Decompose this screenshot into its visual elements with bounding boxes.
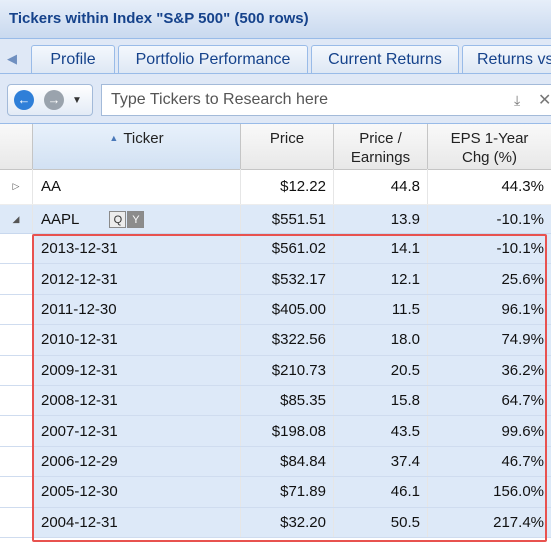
cell-eps: 96.1% [501, 300, 544, 318]
cell-eps: -10.1% [496, 210, 544, 228]
table-row-year[interactable]: 2008-12-31 $85.35 15.8 64.7% [0, 386, 551, 417]
tab-strip: ◀ Profile Portfolio Performance Current … [0, 39, 551, 74]
sort-ascending-icon: ▲ [109, 133, 119, 143]
cell-pe: 46.1 [334, 477, 428, 507]
expander-spacer [0, 355, 33, 385]
cell-date: 2007-12-31 [33, 416, 241, 446]
column-header-price-earnings[interactable]: Price / Earnings [334, 124, 428, 169]
expander-spacer [0, 234, 33, 264]
tab-profile[interactable]: Profile [31, 45, 115, 73]
arrow-down-icon[interactable]: ⤓ [514, 92, 521, 108]
cell-date: 2008-12-31 [33, 386, 241, 416]
tab-returns-vs[interactable]: Returns vs. [462, 45, 551, 73]
expander-spacer [0, 416, 33, 446]
table-row-year[interactable]: 2007-12-31 $198.08 43.5 99.6% [0, 416, 551, 447]
ticker-grid: ▲ Ticker Price Price / Earnings EPS 1-Yea… [0, 124, 551, 547]
table-row-year[interactable]: 2005-12-30 $71.89 46.1 156.0% [0, 477, 551, 508]
panel-title: Tickers within Index "S&P 500" (500 rows… [9, 10, 309, 27]
expander-spacer [0, 294, 33, 325]
panel-header: Tickers within Index "S&P 500" (500 rows… [0, 0, 551, 39]
table-row-aa[interactable]: ▷ AA $12.22 44.8 44.3% [0, 169, 551, 205]
cell-pe: 43.5 [334, 416, 428, 446]
expand-arrow-icon[interactable]: ▷ [0, 169, 33, 204]
cell-eps: 44.3% [501, 178, 544, 195]
yearly-button[interactable]: Y [127, 210, 145, 228]
period-toggle: Q Y [109, 210, 145, 228]
table-row-year[interactable]: 2013-12-31 $561.02 14.1 -10.1% [0, 234, 551, 265]
column-header-price[interactable]: Price [241, 124, 334, 169]
cell-date: 2011-12-30 [33, 294, 241, 325]
expander-spacer [0, 386, 33, 416]
nav-group: ← → ▼ [7, 84, 93, 116]
toolbar: ← → ▼ ⤓ ✕ [0, 74, 551, 124]
expander-column-header [0, 124, 33, 169]
expander-spacer [0, 477, 33, 507]
cell-pe: 12.1 [334, 264, 428, 294]
cell-price: $210.73 [241, 355, 334, 385]
cell-price: $12.22 [241, 169, 334, 204]
table-row-year[interactable]: 2009-12-31 $210.73 20.5 36.2% [0, 355, 551, 386]
cell-eps: 217.4% [493, 513, 544, 531]
cell-pe: 18.0 [334, 325, 428, 355]
column-header-eps-chg[interactable]: EPS 1-Year Chg (%) [450, 130, 529, 166]
forward-circle-icon[interactable]: → [44, 90, 64, 110]
cell-date: 2013-12-31 [33, 234, 241, 264]
cell-date: 2005-12-30 [33, 477, 241, 507]
back-circle-icon[interactable]: ← [14, 90, 34, 110]
cell-ticker: AA [33, 169, 241, 204]
tab-current-returns[interactable]: Current Returns [311, 45, 459, 73]
cell-eps: 74.9% [501, 331, 544, 349]
cell-pe: 13.9 [334, 205, 428, 233]
cell-eps: -10.1% [496, 240, 544, 258]
cell-eps: 64.7% [501, 392, 544, 410]
cell-pe: 50.5 [334, 507, 428, 537]
expander-spacer [0, 507, 33, 537]
table-row-year[interactable]: 2011-12-30 $405.00 11.5 96.1% [0, 294, 551, 326]
cell-price: $85.35 [241, 386, 334, 416]
cell-eps: 36.2% [501, 361, 544, 379]
ticker-search-input[interactable] [101, 84, 551, 116]
cell-price: $71.89 [241, 477, 334, 507]
cell-price: $32.20 [241, 507, 334, 537]
cell-eps: 25.6% [501, 270, 544, 288]
table-row-year[interactable]: 2006-12-29 $84.84 37.4 46.7% [0, 446, 551, 478]
expander-spacer [0, 446, 33, 477]
cell-pe: 20.5 [334, 355, 428, 385]
cell-price: $561.02 [241, 234, 334, 264]
cell-price: $405.00 [241, 294, 334, 325]
table-row-year[interactable]: 2012-12-31 $532.17 12.1 25.6% [0, 264, 551, 295]
cell-price: $551.51 [241, 205, 334, 233]
expander-spacer [0, 264, 33, 294]
expander-spacer [0, 325, 33, 355]
tab-portfolio-performance[interactable]: Portfolio Performance [118, 45, 308, 73]
collapse-arrow-icon[interactable]: ◢ [0, 205, 33, 233]
cell-price: $84.84 [241, 446, 334, 477]
cell-eps: 156.0% [493, 483, 544, 501]
cell-price: $198.08 [241, 416, 334, 446]
cell-pe: 11.5 [334, 294, 428, 325]
grid-header: ▲ Ticker Price Price / Earnings EPS 1-Yea… [0, 124, 551, 170]
cell-pe: 37.4 [334, 446, 428, 477]
cell-date: 2004-12-31 [33, 507, 241, 537]
table-row-aapl[interactable]: ◢ AAPL Q Y $551.51 13.9 -10.1% [0, 205, 551, 234]
column-header-ticker[interactable]: ▲ Ticker [33, 124, 241, 169]
cell-pe: 15.8 [334, 386, 428, 416]
close-icon[interactable]: ✕ [538, 92, 551, 109]
cell-eps: 99.6% [501, 422, 544, 440]
cell-pe: 14.1 [334, 234, 428, 264]
cell-price: $532.17 [241, 264, 334, 294]
cell-ticker: AAPL Q Y [33, 205, 241, 233]
cell-date: 2009-12-31 [33, 355, 241, 385]
table-row-year[interactable]: 2004-12-31 $32.20 50.5 217.4% [0, 507, 551, 538]
cell-date: 2006-12-29 [33, 446, 241, 477]
quarterly-button[interactable]: Q [109, 210, 127, 228]
cell-pe: 44.8 [334, 169, 428, 204]
cell-eps: 46.7% [501, 452, 544, 470]
arrow-left-icon[interactable]: ◀ [7, 51, 17, 66]
chevron-down-icon[interactable]: ▼ [72, 95, 82, 106]
cell-price: $322.56 [241, 325, 334, 355]
table-row-year[interactable]: 2010-12-31 $322.56 18.0 74.9% [0, 325, 551, 356]
cell-date: 2010-12-31 [33, 325, 241, 355]
cell-date: 2012-12-31 [33, 264, 241, 294]
